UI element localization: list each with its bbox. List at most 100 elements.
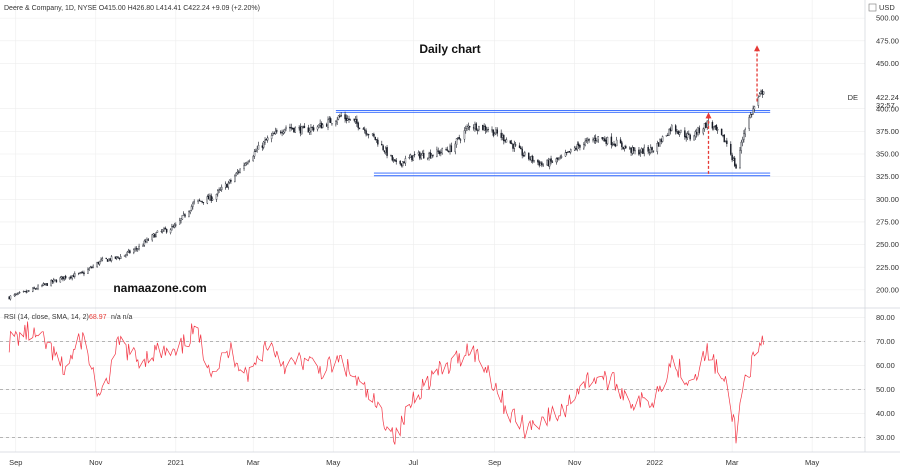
candle-body — [630, 147, 632, 153]
candle-body — [33, 287, 35, 289]
candle-body — [421, 153, 424, 156]
y-tick-label: 225.00 — [876, 263, 899, 272]
candle-body — [219, 189, 222, 191]
candle-body — [403, 161, 405, 164]
price-axis[interactable]: 200.00 225.00 250.00 275.00 300.00 325.00 350.… — [876, 14, 899, 295]
candle-body — [447, 150, 450, 153]
candle-body — [181, 215, 184, 220]
candle-body — [483, 126, 485, 131]
candle-body — [486, 129, 488, 132]
candle-body — [711, 122, 714, 129]
candle-body — [72, 275, 75, 278]
candle-body — [293, 127, 295, 133]
candle-body — [579, 144, 581, 148]
candle-body — [46, 283, 48, 286]
candle-body — [680, 129, 682, 133]
candle-body — [236, 171, 239, 174]
candle-body — [702, 128, 704, 134]
candle-body — [382, 145, 384, 151]
candle-body — [22, 291, 25, 293]
candle-body — [298, 127, 300, 129]
rsi-axis[interactable]: 30.00 40.00 50.00 60.00 70.00 80.00 — [876, 313, 895, 442]
candle-body — [126, 251, 128, 255]
candle-body — [45, 283, 47, 285]
candle-body — [437, 150, 439, 152]
candle-body — [395, 160, 397, 162]
candle-body — [585, 140, 588, 141]
candle-body — [530, 156, 533, 161]
candle-body — [383, 150, 386, 153]
candle-body — [218, 189, 220, 191]
candle-body — [161, 229, 164, 232]
candle-body — [160, 230, 163, 232]
candle-body — [184, 214, 186, 217]
candle-body — [449, 145, 451, 152]
candle-body — [665, 135, 668, 137]
currency-lock-icon[interactable] — [868, 3, 877, 12]
candle-body — [54, 279, 56, 281]
candle-body — [36, 288, 38, 290]
last-price-label: 422.24 — [876, 93, 899, 102]
candle-body — [247, 161, 249, 164]
candle-body — [252, 156, 254, 162]
candle-body — [25, 291, 27, 293]
candle-body — [248, 160, 251, 162]
candle-body — [547, 160, 550, 166]
candle-body — [420, 154, 422, 159]
candle-body — [604, 138, 606, 142]
candle-body — [749, 114, 752, 118]
candle-body — [217, 190, 219, 195]
candle-body — [520, 147, 522, 150]
candle-body — [533, 160, 535, 162]
candle-body — [753, 106, 756, 110]
candle-body — [100, 259, 102, 261]
time-axis[interactable]: Sep Nov 2021 Mar May Jul Sep Nov 2022 Mar May — [9, 458, 819, 467]
candle-body — [114, 256, 117, 259]
candle-body — [335, 121, 337, 125]
candle-body — [137, 248, 139, 250]
candle-body — [188, 211, 190, 217]
rsi-tick-label: 60.00 — [876, 361, 895, 370]
candle-body — [732, 158, 735, 161]
candle-body — [154, 234, 156, 238]
rsi-legend-na: n/a n/a — [111, 314, 133, 321]
candle-body — [322, 124, 324, 128]
candle-body — [671, 124, 673, 131]
candle-body — [386, 147, 388, 156]
candle-body — [409, 154, 412, 158]
candle-body — [751, 114, 753, 115]
candle-body — [189, 210, 191, 213]
candle-body — [118, 257, 121, 259]
candle-body — [180, 218, 182, 221]
candle-body — [528, 152, 530, 159]
candle-body — [741, 139, 744, 143]
x-tick-label: May — [805, 458, 819, 467]
candle-body — [757, 97, 760, 106]
y-tick-label: 400.00 — [876, 104, 899, 113]
candle-body — [730, 143, 732, 155]
candle-body — [450, 145, 453, 152]
candle-body — [302, 126, 304, 128]
candle-body — [303, 125, 306, 129]
candle-body — [340, 115, 342, 117]
candle-body — [68, 276, 71, 279]
candle-body — [50, 280, 52, 287]
currency-label[interactable]: USD — [879, 3, 895, 12]
candle-body — [428, 153, 430, 158]
watermark: namaazone.com — [113, 281, 206, 295]
candle-body — [752, 108, 754, 115]
candle-body — [230, 180, 232, 182]
candle-body — [377, 139, 379, 145]
candle-body — [676, 131, 678, 133]
candle-body — [731, 154, 733, 161]
candle-body — [762, 91, 765, 95]
candle-body — [504, 140, 506, 142]
x-tick-label: Jul — [408, 458, 418, 467]
candle-body — [615, 139, 618, 147]
candle-body — [631, 147, 634, 154]
candle-body — [354, 119, 357, 122]
candle-body — [642, 148, 644, 154]
price-grid — [0, 0, 865, 308]
candle-body — [110, 256, 113, 261]
